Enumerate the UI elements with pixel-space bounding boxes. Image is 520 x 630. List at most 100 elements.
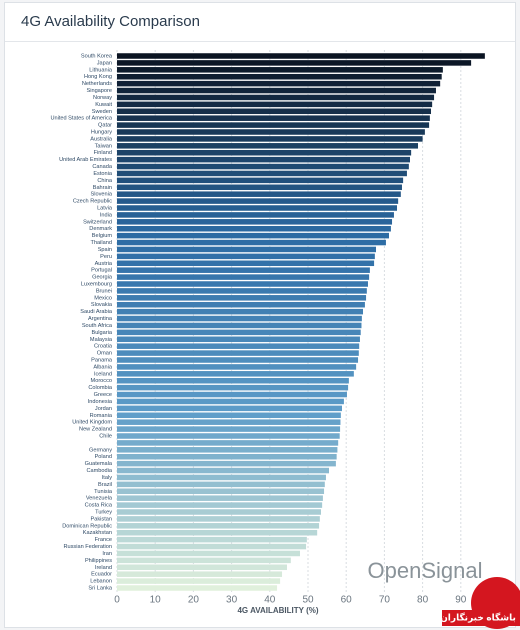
y-tick-label: Thailand — [91, 240, 112, 246]
y-tick-label: Canada — [92, 164, 112, 170]
y-tick-label: Qatar — [98, 123, 112, 129]
bar — [117, 212, 394, 218]
y-tick-label: Belgium — [92, 233, 113, 239]
y-tick-label: Italy — [102, 475, 112, 481]
bar — [117, 564, 287, 571]
y-tick-label: Morocco — [91, 378, 112, 384]
y-tick-label: Iceland — [94, 371, 112, 377]
bar — [117, 502, 323, 508]
bar — [117, 87, 436, 94]
x-axis-title: 4G AVAILABILITY (%) — [237, 606, 318, 615]
bar — [117, 288, 367, 294]
y-tick-label: Iran — [102, 551, 112, 557]
y-tick-label: Singapore — [86, 88, 112, 94]
x-tick-label: 90 — [455, 595, 467, 606]
y-tick-label: Poland — [95, 454, 112, 460]
bar — [117, 529, 318, 536]
bar — [117, 447, 338, 453]
y-tick-label: United Arab Emirates — [59, 157, 112, 163]
bar — [117, 101, 433, 108]
bar — [117, 391, 347, 398]
bar — [117, 219, 393, 225]
bar — [117, 453, 337, 460]
bar — [117, 440, 339, 446]
y-tick-label: South Korea — [81, 53, 113, 59]
bar — [117, 129, 425, 135]
x-tick-label: 60 — [341, 595, 353, 606]
y-tick-label: India — [100, 212, 113, 218]
x-tick-label: 10 — [150, 595, 162, 606]
y-tick-label: Czech Republic — [73, 199, 112, 205]
bar — [117, 419, 341, 425]
x-tick-label: 0 — [114, 595, 120, 606]
y-tick-label: Russian Federation — [63, 544, 112, 550]
watermark: باشگاه خبرنگاران — [440, 611, 516, 623]
y-tick-label: Germany — [89, 447, 112, 453]
bar — [117, 122, 430, 128]
bar — [117, 357, 359, 363]
y-tick-label: Chile — [99, 433, 112, 439]
bar — [117, 60, 472, 66]
y-tick-label: Peru — [100, 254, 112, 260]
y-tick-label: Kazakhstan — [83, 530, 112, 536]
bar — [117, 149, 412, 156]
y-tick-label: Croatia — [94, 344, 113, 350]
bar — [117, 336, 360, 343]
bar — [117, 536, 307, 543]
bar — [117, 225, 391, 232]
bar — [117, 198, 399, 204]
y-tick-label: Colombia — [88, 385, 113, 391]
bar — [117, 308, 364, 315]
bar — [117, 488, 325, 495]
bar — [117, 371, 354, 377]
bar — [117, 281, 368, 287]
y-tick-label: Sri Lanka — [88, 585, 113, 591]
y-tick-label: Georgia — [92, 275, 113, 281]
y-tick-label: Panama — [91, 357, 113, 363]
y-tick-label: Portugal — [91, 268, 112, 274]
y-tick-label: Mexico — [94, 295, 112, 301]
y-tick-label: Slovenia — [91, 192, 113, 198]
y-tick-label: Dominican Republic — [62, 523, 112, 529]
y-tick-label: Austria — [95, 261, 113, 267]
y-tick-label: Taiwan — [95, 143, 112, 149]
y-tick-label: Venezuela — [86, 496, 113, 502]
y-tick-label: Denmark — [89, 226, 112, 232]
bar — [117, 377, 349, 384]
y-tick-label: Japan — [97, 60, 112, 66]
bar — [117, 267, 370, 273]
bar — [117, 550, 300, 557]
y-tick-label: Lithuania — [89, 67, 113, 73]
y-tick-label: Ireland — [95, 565, 112, 571]
bar — [117, 343, 360, 349]
bar — [117, 578, 281, 584]
bar — [117, 156, 410, 163]
y-tick-label: Slovakia — [91, 302, 113, 308]
y-tick-label: Netherlands — [82, 81, 112, 87]
bar — [117, 481, 325, 488]
bar — [117, 191, 401, 197]
bar — [117, 136, 423, 142]
bar — [117, 384, 349, 391]
y-tick-label: Switzerland — [83, 219, 112, 225]
bar — [117, 253, 375, 260]
x-tick-label: 40 — [264, 595, 276, 606]
bar — [117, 53, 485, 59]
y-tick-label: France — [95, 537, 112, 543]
y-tick-label: United Kingdom — [72, 420, 112, 426]
y-tick-label: Saudi Arabia — [80, 309, 113, 315]
y-tick-label: Kuwait — [95, 102, 112, 108]
y-tick-label: Lebanon — [90, 579, 112, 585]
y-tick-label: Greece — [94, 392, 112, 398]
logo: OpenSignal — [368, 558, 483, 583]
y-tick-label: Brunei — [96, 288, 112, 294]
y-tick-label: Bulgaria — [91, 330, 112, 336]
y-tick-label: South Africa — [82, 323, 113, 329]
bar — [117, 474, 326, 481]
bar — [117, 260, 375, 267]
bar — [117, 274, 370, 280]
y-tick-label: Argentina — [88, 316, 113, 322]
bar — [117, 523, 320, 529]
